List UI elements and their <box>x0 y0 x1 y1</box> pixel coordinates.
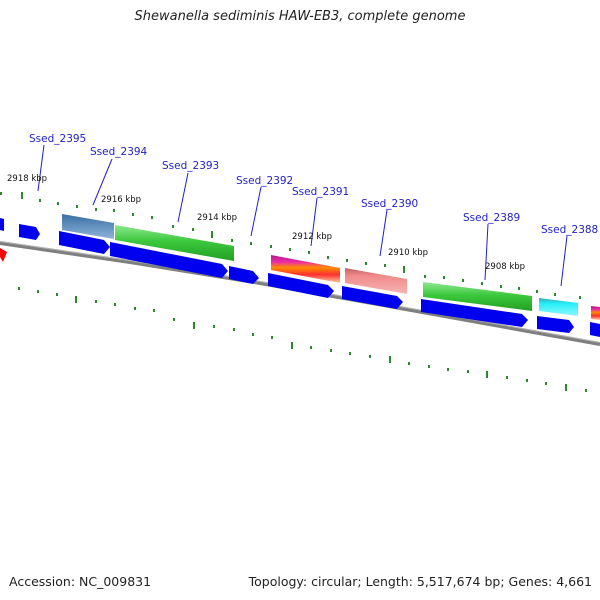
cds-arrow[interactable] <box>19 224 40 240</box>
leader-line-ssed-2390 <box>379 209 388 257</box>
gene-label-ssed-2391[interactable]: Ssed_2391 <box>292 186 349 198</box>
map-title: Shewanella sediminis HAW-EB3, complete g… <box>134 9 466 24</box>
leader-line-ssed-2388 <box>560 235 568 287</box>
feature-partial-right-multicolor[interactable] <box>591 306 600 320</box>
leader-line-ssed-2395 <box>37 144 45 192</box>
coordinate-label-2914: 2914 kbp <box>197 213 237 223</box>
coordinate-label-2918: 2918 kbp <box>7 174 47 184</box>
label-leader-lines <box>37 144 568 287</box>
accession-info: Accession: NC_009831 <box>9 574 152 589</box>
leader-line-ssed-2392 <box>250 186 262 237</box>
outer-tick-marks <box>0 192 581 299</box>
feature-partial-left-blue[interactable] <box>0 218 4 231</box>
inner-tick-marks <box>18 287 587 392</box>
coordinate-labels: 2918 kbp 2916 kbp 2914 kbp 2912 kbp 2910… <box>7 174 525 272</box>
gene-label-ssed-2390[interactable]: Ssed_2390 <box>361 198 418 210</box>
cds-arrow[interactable] <box>229 266 259 284</box>
leader-line-ssed-2391 <box>310 197 318 247</box>
cds-track <box>19 224 600 337</box>
gene-label-ssed-2395[interactable]: Ssed_2395 <box>29 133 86 145</box>
gene-label-ssed-2394[interactable]: Ssed_2394 <box>90 146 148 158</box>
cds-arrow[interactable] <box>59 231 110 254</box>
feature-ssed-2393-green[interactable] <box>115 225 234 261</box>
cds-arrow[interactable] <box>590 322 600 337</box>
feature-ssed-2391-multicolor[interactable] <box>271 255 340 283</box>
leader-line-ssed-2389 <box>484 223 489 281</box>
gene-label-ssed-2393[interactable]: Ssed_2393 <box>162 160 219 172</box>
genome-backbone <box>0 241 600 346</box>
cds-arrow[interactable] <box>537 316 574 333</box>
coordinate-label-2908: 2908 kbp <box>485 262 525 272</box>
feature-ssed-2394-steelblue[interactable] <box>62 214 114 239</box>
coordinate-label-2912: 2912 kbp <box>292 232 332 242</box>
cds-arrow[interactable] <box>421 299 528 327</box>
coordinate-label-2916: 2916 kbp <box>101 195 141 205</box>
gene-label-ssed-2389[interactable]: Ssed_2389 <box>463 212 520 224</box>
gene-label-ssed-2392[interactable]: Ssed_2392 <box>236 175 293 187</box>
cds-arrow[interactable] <box>342 286 403 309</box>
feature-ssed-2390-salmon[interactable] <box>345 268 407 294</box>
cds-arrow[interactable] <box>268 273 334 298</box>
position-marker-icon <box>0 248 7 262</box>
gene-labels: Ssed_2395 Ssed_2394 Ssed_2393 Ssed_2392 … <box>29 133 598 236</box>
leader-line-ssed-2393 <box>177 172 189 223</box>
feature-ssed-2388-cyan[interactable] <box>539 298 578 316</box>
coordinate-label-2910: 2910 kbp <box>388 248 428 258</box>
topology-info: Topology: circular; Length: 5,517,674 bp… <box>248 574 592 589</box>
leader-line-ssed-2394 <box>92 158 113 206</box>
cds-arrow[interactable] <box>110 242 228 278</box>
gene-label-ssed-2388[interactable]: Ssed_2388 <box>541 224 598 236</box>
feature-ssed-2389-green[interactable] <box>423 282 532 311</box>
annotation-track <box>0 214 600 320</box>
